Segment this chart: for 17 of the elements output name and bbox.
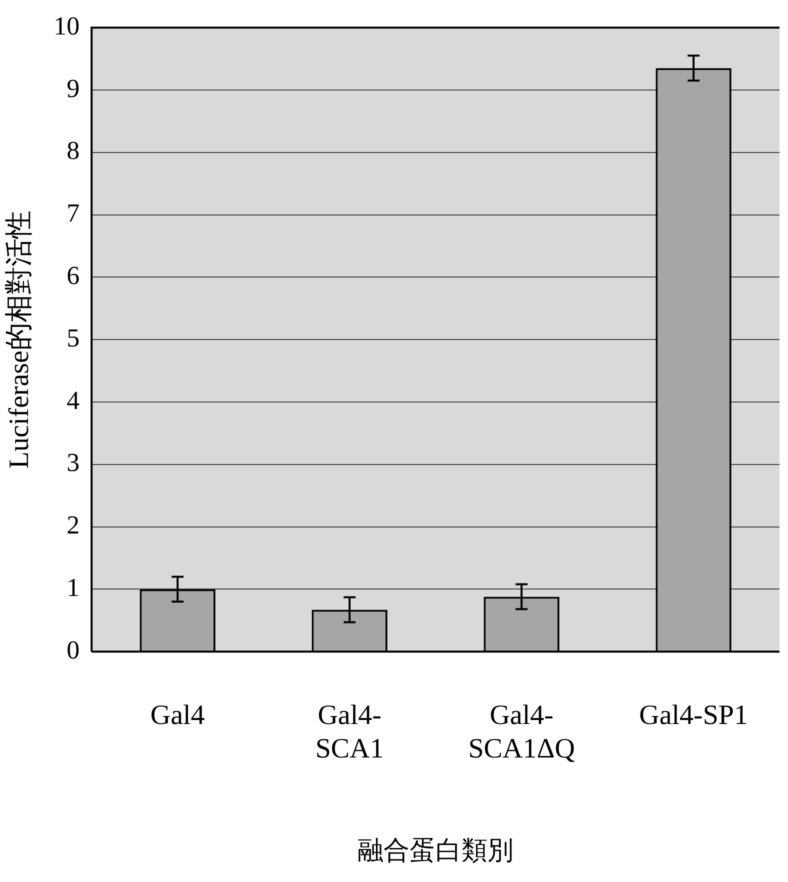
y-tick-label: 4 — [66, 386, 80, 415]
x-axis-title: 融合蛋白類別 — [358, 836, 514, 866]
y-axis-title: Luciferase的相對活性 — [4, 210, 36, 469]
y-tick-label: 5 — [66, 323, 80, 352]
y-tick-label: 3 — [66, 448, 80, 478]
x-tick-label: Gal4 — [150, 700, 205, 731]
y-tick-label: 2 — [66, 510, 80, 540]
y-tick-label: 6 — [66, 261, 80, 290]
y-tick-label: 10 — [54, 11, 80, 40]
y-tick-label: 0 — [66, 635, 80, 664]
y-tick-label: 8 — [66, 136, 80, 166]
y-tick-label: 1 — [66, 573, 80, 602]
y-tick-label: 9 — [66, 74, 80, 103]
x-tick-label: Gal4-SP1 — [639, 700, 748, 731]
x-tick-label: Gal4- SCA1 — [315, 700, 384, 764]
y-tick-label: 7 — [66, 198, 80, 228]
x-tick-label: Gal4- SCA1ΔQ — [468, 700, 575, 764]
